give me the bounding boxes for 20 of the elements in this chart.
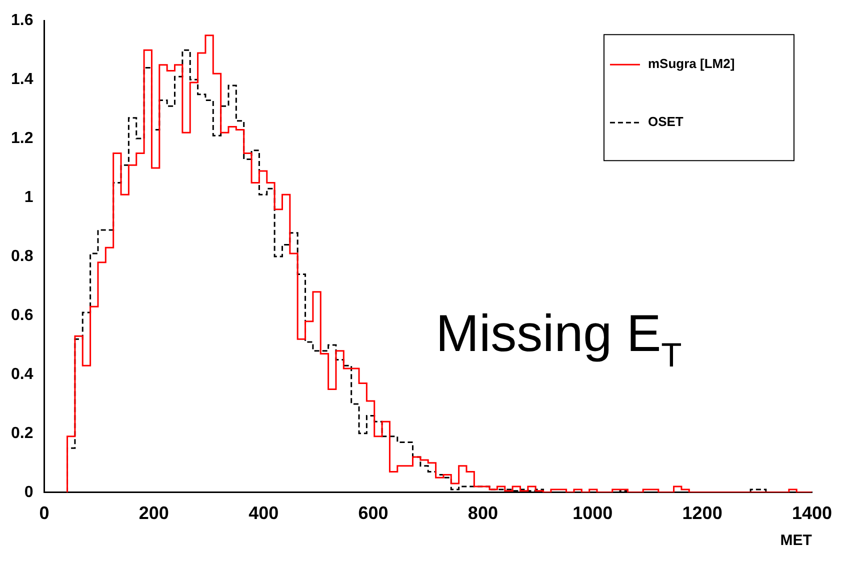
- y-tick-label: 0: [24, 484, 34, 501]
- x-tick-label: 0: [39, 503, 50, 524]
- y-tick-label: 1: [24, 188, 34, 206]
- x-tick-label: 1400: [792, 503, 832, 524]
- legend-label: OSET: [648, 114, 684, 130]
- legend-label: mSugra [LM2]: [648, 56, 735, 72]
- y-tick-label: 1.4: [10, 70, 34, 88]
- x-tick-label: 800: [468, 503, 498, 524]
- x-tick-label: 200: [138, 503, 169, 524]
- x-axis-title: MET: [780, 532, 812, 550]
- y-tick-label: 0.6: [10, 306, 34, 324]
- x-tick-label: 400: [248, 503, 279, 524]
- y-tick-label: 0.4: [10, 366, 34, 383]
- y-tick-label: 1.2: [10, 130, 34, 147]
- x-tick-label: 600: [358, 503, 388, 524]
- y-tick-label: 0.2: [10, 424, 34, 442]
- x-tick-label: 1000: [572, 503, 613, 524]
- y-tick-label: 0.8: [10, 248, 34, 265]
- y-tick-label: 1.6: [10, 12, 34, 30]
- x-tick-label: 1200: [682, 503, 722, 524]
